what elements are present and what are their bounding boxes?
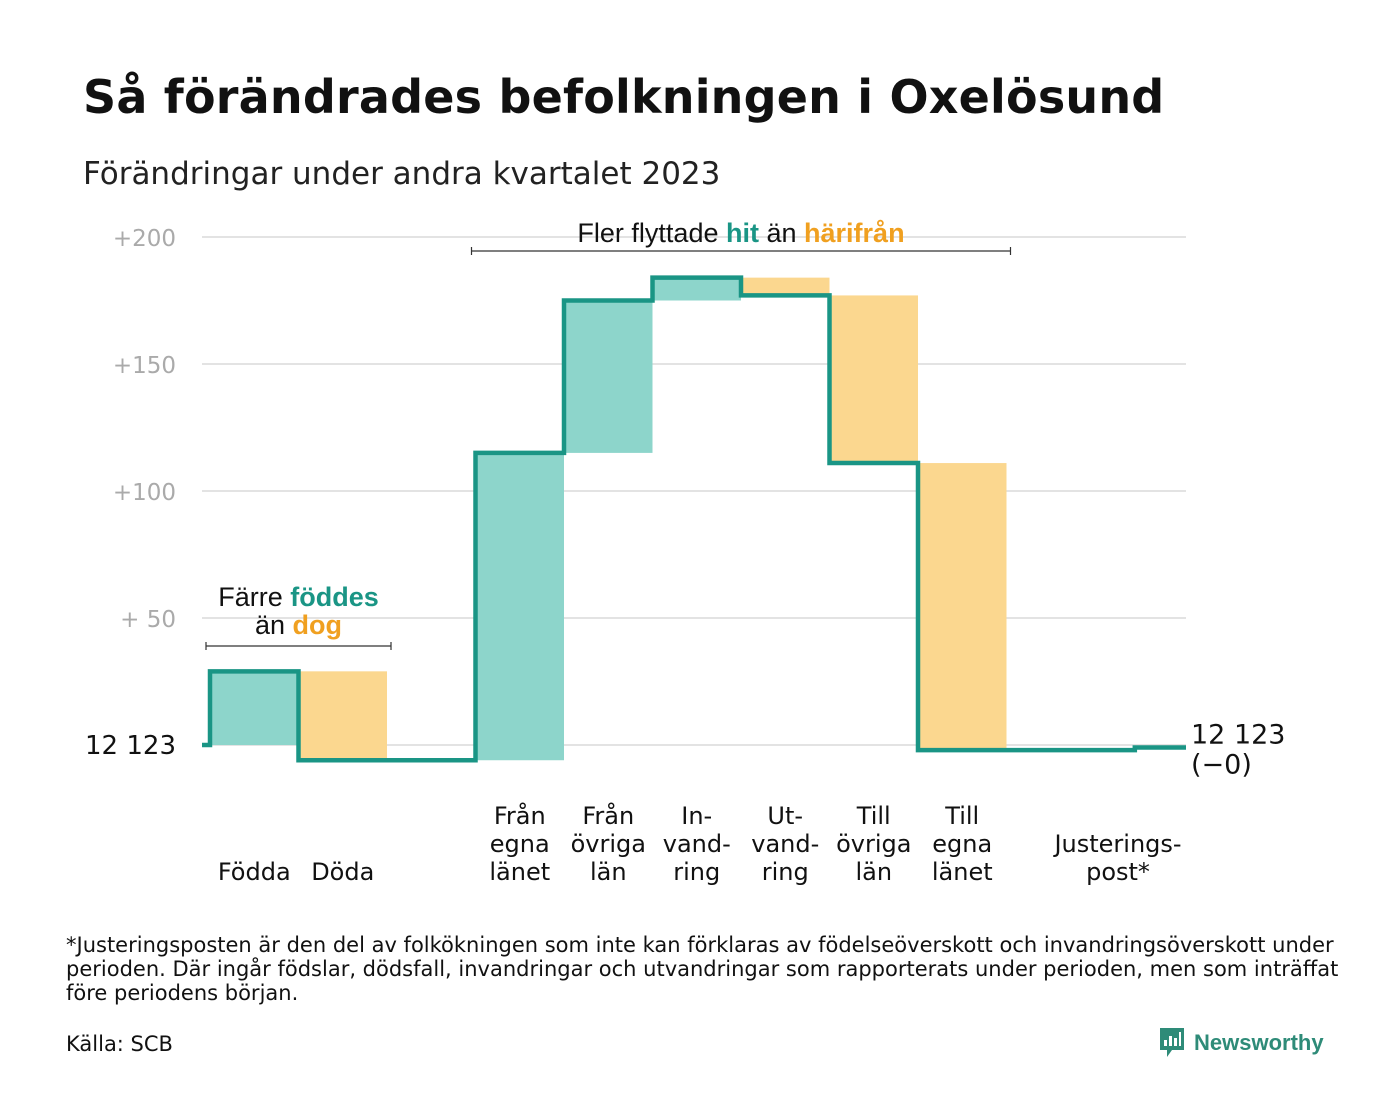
x-category-label: In-vand-ring	[663, 802, 731, 886]
newsworthy-logo-icon	[1160, 1028, 1184, 1057]
y-tick-label: +100	[113, 480, 176, 506]
x-category-label: Till egna länet	[932, 802, 993, 886]
x-category-label: Från övriga län	[571, 801, 646, 886]
base-population-label: 12 123	[85, 731, 176, 761]
bar-outflow	[741, 277, 830, 296]
end-population-label: 12 123	[1191, 720, 1285, 751]
population-step-line	[202, 275, 1186, 763]
chart-title: Så förändrades befolkningen i Oxelösund	[83, 70, 1165, 124]
bar-outflow	[298, 671, 387, 761]
x-category-label: Döda	[311, 858, 374, 886]
bar-outflow	[918, 463, 1007, 751]
y-tick-label: +200	[113, 226, 176, 252]
x-category-label: Ut-vand-ring	[751, 802, 819, 886]
y-tick-label: +150	[113, 353, 176, 379]
chart-subtitle: Förändringar under andra kvartalet 2023	[83, 156, 721, 192]
bar-inflow	[652, 277, 741, 301]
brand-name: Newsworthy	[1194, 1030, 1324, 1055]
annotation-text: Färre föddes	[218, 582, 379, 612]
annotation-text: än dog	[255, 610, 342, 640]
bar-inflow	[564, 300, 653, 453]
footnote: *Justeringsposten är den del av folkökni…	[66, 933, 1339, 1005]
source-text: Källa: SCB	[66, 1032, 173, 1056]
bar-inflow	[475, 452, 564, 761]
bar-inflow	[210, 671, 299, 745]
bar-outflow	[829, 295, 918, 464]
x-category-label: Födda	[218, 858, 291, 886]
x-category-label: Justerings-post*	[1052, 830, 1181, 886]
end-change-label: (−0)	[1191, 750, 1252, 781]
brand-logo: Newsworthy	[1158, 1025, 1324, 1061]
y-tick-label: + 50	[120, 607, 176, 633]
annotation-text: Fler flyttade hit än härifrån	[577, 218, 904, 248]
x-category-label: Till övriga län	[836, 802, 911, 886]
x-category-label: Från egna länet	[489, 801, 550, 886]
